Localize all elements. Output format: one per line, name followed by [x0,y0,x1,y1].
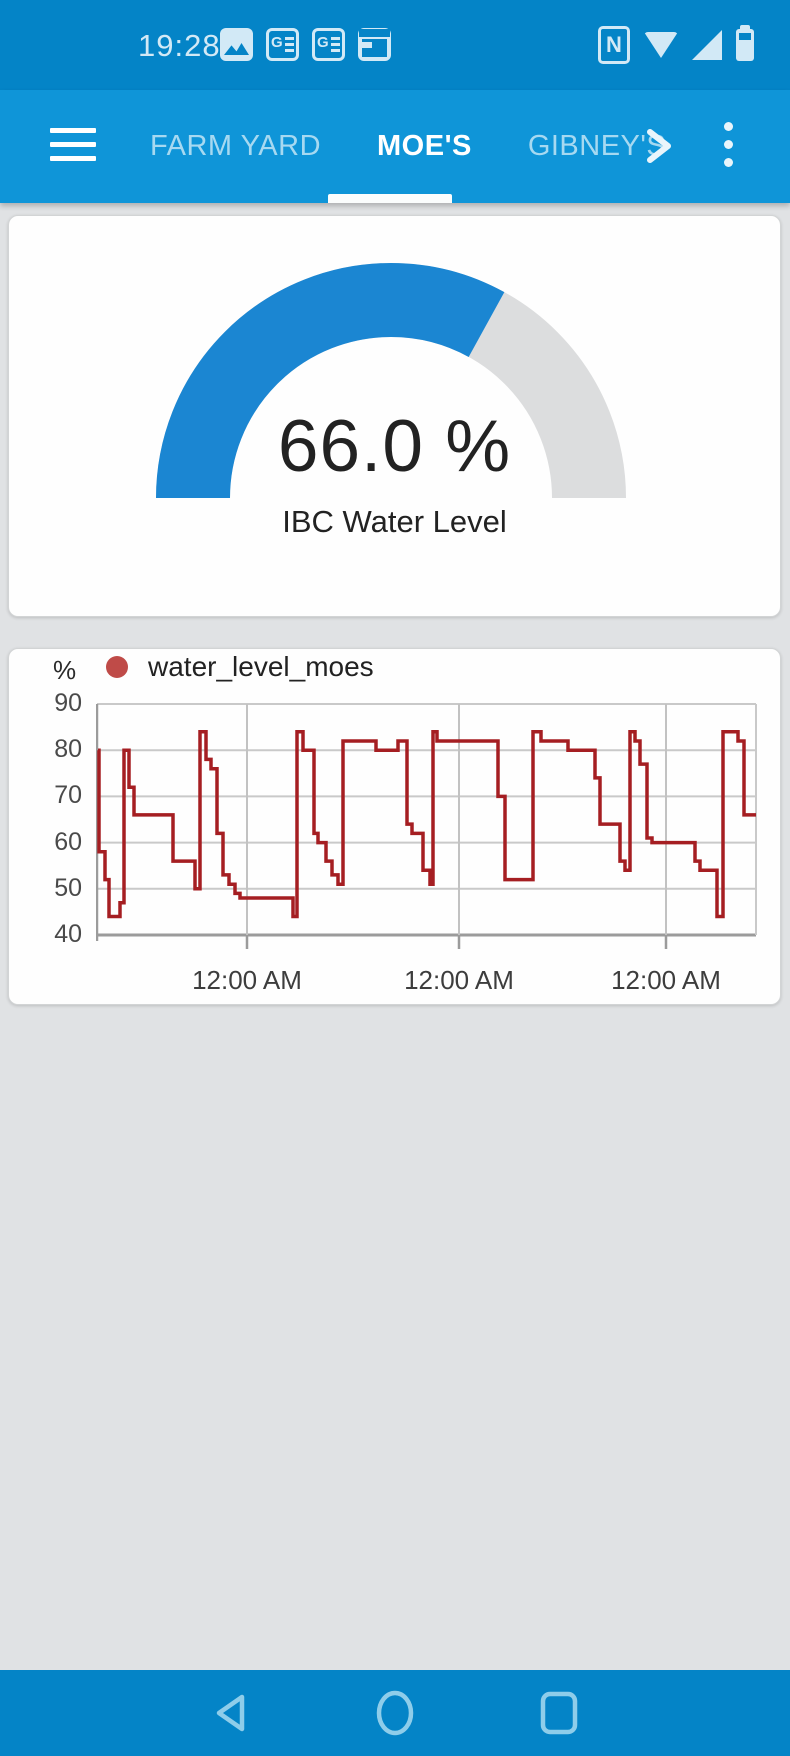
system-icons: N [598,25,754,64]
active-tab-indicator [328,194,452,203]
tab-farm-yard[interactable]: FARM YARD [150,130,322,162]
legend-dot-icon [106,656,128,678]
chart-legend: water_level_moes [106,651,374,683]
calendar-icon [358,28,391,61]
gauge-arc [156,263,626,499]
status-bar: 19:28 G G N [0,0,790,90]
y-tick-label-70: 70 [54,781,82,810]
chart-widget-card[interactable]: % water_level_moes 90 80 70 60 50 40 12:00 AM… [8,648,781,1005]
battery-icon [736,25,754,61]
tab-gibneys[interactable]: GIBNEY'S [527,130,667,162]
android-navigation-bar [0,1670,790,1756]
notification-icons: G G [220,28,391,61]
legend-series-name: water_level_moes [148,651,374,682]
chevron-right-icon[interactable] [646,126,672,166]
dashboard-tabs: FARM YARD MOE'S GIBNEY'S [150,90,666,203]
recents-icon[interactable] [537,1691,581,1735]
series-line-water-level [97,729,756,919]
gauge-widget-card[interactable]: 66.0 % IBC Water Level [8,215,781,617]
cellular-signal-icon [692,30,722,60]
gallery-icon [220,28,253,61]
y-tick-label-60: 60 [54,827,82,856]
clock: 19:28 [138,28,221,63]
x-tick-label-2: 12:00 AM [611,965,721,995]
home-icon[interactable] [373,1690,417,1736]
wifi-icon [644,32,678,58]
chart-plot-area[interactable] [95,703,758,953]
gauge-label: IBC Water Level [282,504,507,539]
x-tick-label-1: 12:00 AM [404,965,514,995]
gauge-value: 66.0 % [277,406,512,487]
y-axis-unit-label: % [53,655,77,685]
y-tick-label-40: 40 [54,920,82,948]
y-tick-label-90: 90 [54,689,82,717]
y-tick-label-50: 50 [54,873,82,902]
hamburger-icon[interactable] [50,128,96,170]
app-tab-bar: FARM YARD MOE'S GIBNEY'S [0,90,790,203]
x-tick-label-0: 12:00 AM [192,965,302,995]
three-dot-menu-icon[interactable] [724,122,734,176]
news-icon: G [266,28,299,61]
nfc-icon: N [598,26,630,64]
back-icon[interactable] [209,1691,253,1735]
news-icon: G [312,28,345,61]
tab-moes[interactable]: MOE'S [377,130,472,162]
y-tick-label-80: 80 [54,735,82,764]
